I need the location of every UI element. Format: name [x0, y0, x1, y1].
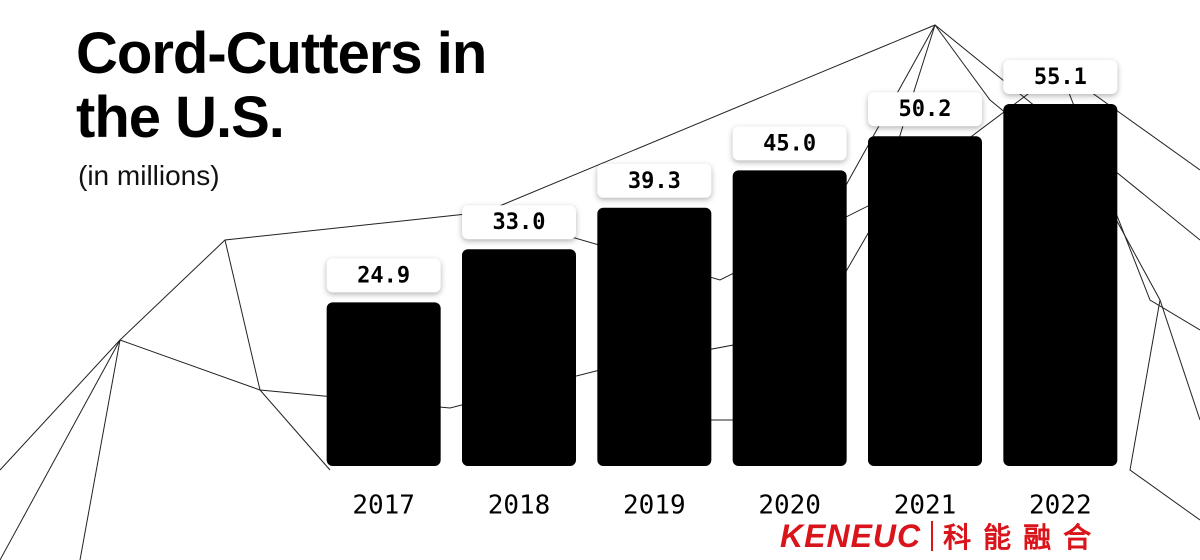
value-label: 33.0: [493, 210, 546, 235]
value-label-box: [1003, 60, 1118, 94]
value-label-box: [462, 205, 576, 240]
bar: [462, 249, 576, 466]
x-tick-label: 2020: [758, 491, 821, 521]
value-label: 50.2: [899, 97, 952, 122]
logo-separator: [931, 521, 934, 551]
logo-text: 科能融合: [943, 522, 1104, 553]
value-label-box: [868, 92, 982, 127]
logo-text: KENEUC: [780, 517, 922, 554]
value-label: 39.3: [628, 169, 681, 194]
logo: KENEUC 科能融合: [780, 518, 1103, 554]
bar: [1003, 104, 1118, 466]
value-label-box: [732, 126, 847, 161]
bar: [732, 170, 847, 466]
x-tick-label: 2017: [352, 491, 415, 521]
chart-title: Cord-Cutters in the U.S.: [76, 21, 487, 150]
value-label: 45.0: [763, 131, 816, 156]
x-tick-label: 2022: [1029, 491, 1092, 521]
value-label-box: [597, 163, 712, 198]
bar: [597, 207, 712, 466]
bar: [326, 302, 441, 466]
x-tick-label: 2019: [623, 491, 686, 521]
value-label: 55.1: [1034, 65, 1087, 90]
x-tick-label: 2018: [488, 491, 551, 521]
bar: [868, 136, 982, 466]
chart-subtitle: (in millions): [78, 160, 220, 191]
value-label: 24.9: [357, 263, 410, 288]
value-label-box: [326, 258, 441, 293]
x-tick-label: 2021: [894, 491, 957, 521]
